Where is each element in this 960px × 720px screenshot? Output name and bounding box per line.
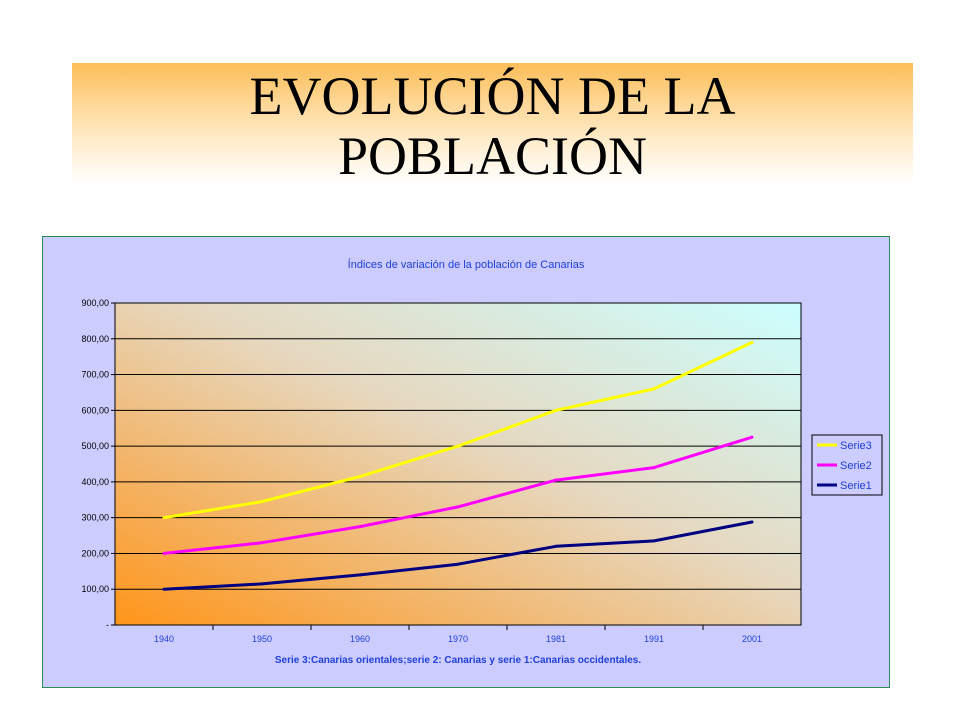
page-title-line-1: EVOLUCIÓN DE LA: [249, 66, 736, 126]
data-point-serie3: [652, 387, 656, 391]
x-tick-label: 2001: [742, 634, 762, 644]
legend-label-serie2: Serie2: [840, 460, 872, 472]
x-tick-label: 1991: [644, 634, 664, 644]
data-point-serie2: [750, 435, 754, 439]
data-point-serie2: [652, 466, 656, 470]
y-tick-label: 600,00: [81, 405, 109, 415]
data-point-serie1: [652, 539, 656, 543]
chart-footnote: Serie 3:Canarias orientales;serie 2: Can…: [275, 655, 642, 666]
y-tick-label: 300,00: [81, 513, 109, 523]
x-tick-label: 1970: [448, 634, 468, 644]
data-point-serie3: [456, 444, 460, 448]
x-tick-label: 1981: [546, 634, 566, 644]
data-point-serie1: [162, 587, 166, 591]
data-point-serie1: [750, 520, 754, 524]
data-point-serie1: [456, 562, 460, 566]
x-tick-label: 1960: [350, 634, 370, 644]
data-point-serie1: [554, 544, 558, 548]
data-point-serie3: [554, 408, 558, 412]
chart-frame: Índices de variación de la población de …: [42, 236, 890, 688]
y-tick-label: 100,00: [81, 584, 109, 594]
title-band: [72, 63, 913, 185]
page-title-line-2: POBLACIÓN: [337, 126, 648, 186]
data-point-serie3: [162, 516, 166, 520]
legend-label-serie1: Serie1: [840, 480, 872, 492]
x-tick-label: 1940: [154, 634, 174, 644]
data-point-serie3: [260, 500, 264, 504]
y-tick-label: 400,00: [81, 477, 109, 487]
legend: Serie3 Serie2 Serie1: [811, 434, 883, 496]
data-point-serie3: [358, 475, 362, 479]
page-title: EVOLUCIÓN DE LA POBLACIÓN: [72, 66, 913, 186]
data-point-serie2: [162, 551, 166, 555]
data-point-serie3: [750, 340, 754, 344]
y-tick-label: 700,00: [81, 370, 109, 380]
population-line-chart: Índices de variación de la población de …: [81, 258, 883, 666]
data-point-serie2: [358, 525, 362, 529]
y-tick-label: 800,00: [81, 334, 109, 344]
x-tick-label: 1950: [252, 634, 272, 644]
legend-label-serie3: Serie3: [840, 440, 872, 452]
plot-border: [114, 302, 802, 626]
data-point-serie2: [456, 505, 460, 509]
y-tick-label: 500,00: [81, 441, 109, 451]
data-point-serie2: [554, 478, 558, 482]
y-tick-label: 900,00: [81, 298, 109, 308]
y-tick-label: 200,00: [81, 548, 109, 558]
y-tick-label: -: [106, 620, 109, 630]
plot-area: [115, 303, 801, 625]
chart-title: Índices de variación de la población de …: [348, 258, 585, 271]
data-point-serie1: [260, 582, 264, 586]
data-point-serie1: [358, 573, 362, 577]
data-point-serie2: [260, 541, 264, 545]
